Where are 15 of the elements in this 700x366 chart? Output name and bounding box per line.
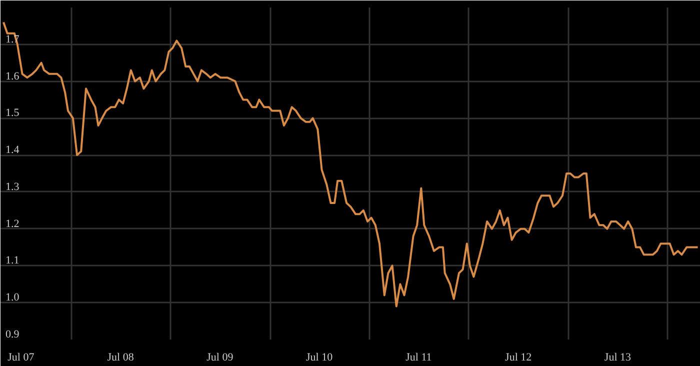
y-tick-label: 1.3 (6, 180, 20, 193)
y-tick-label: 1.0 (6, 292, 20, 304)
y-tick-label: 1.6 (6, 70, 20, 82)
y-tick-label: 1.2 (6, 218, 20, 230)
x-tick-label: Jul 07 (8, 352, 35, 364)
x-tick-label: Jul 13 (604, 352, 632, 364)
x-tick-label: Jul 09 (206, 352, 234, 364)
y-tick-label: 1.4 (6, 144, 20, 156)
x-tick-label: Jul 08 (107, 352, 134, 364)
x-tick-label: Jul 11 (406, 352, 432, 364)
y-tick-label: 1.5 (6, 107, 20, 120)
y-tick-label: 0.9 (6, 328, 20, 340)
x-tick-label: Jul 10 (306, 352, 334, 364)
y-tick-label: 1.1 (6, 254, 20, 267)
x-tick-label: Jul 12 (505, 352, 532, 364)
